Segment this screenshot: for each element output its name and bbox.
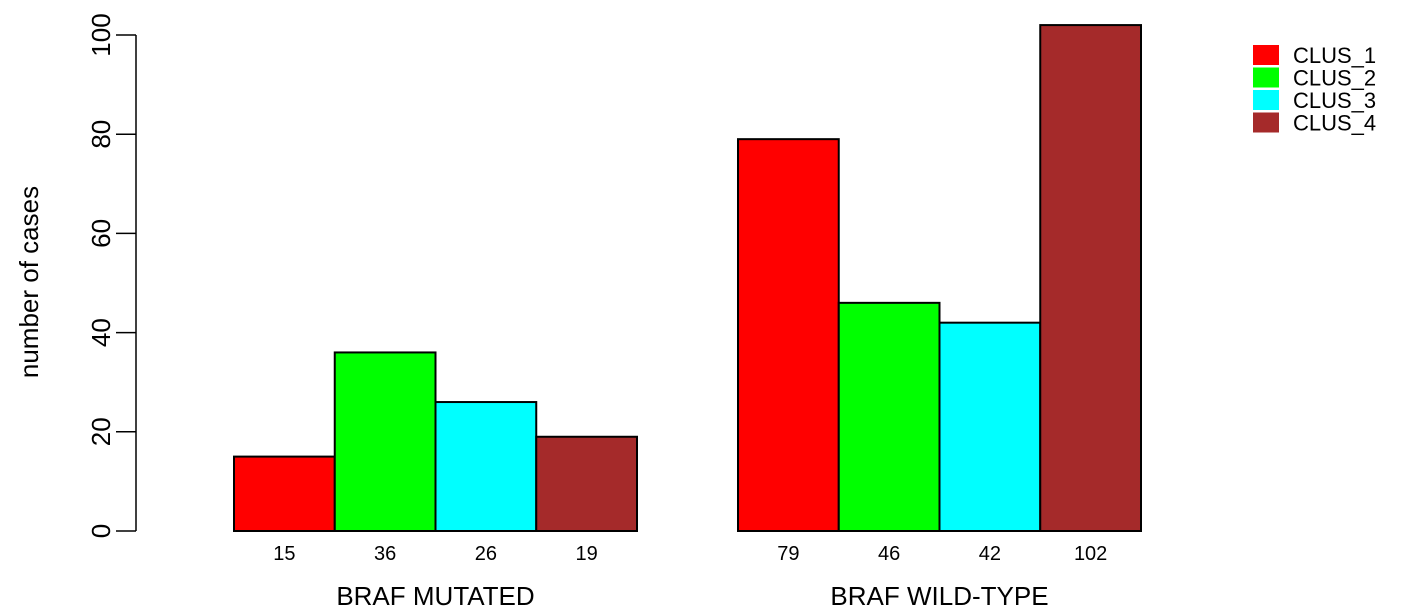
legend-label: CLUS_4 — [1293, 111, 1376, 136]
legend-swatch-CLUS_1 — [1253, 45, 1279, 65]
bars — [233, 24, 1142, 533]
y-tick-label-100: 100 — [86, 13, 116, 56]
bar-value-label: 79 — [777, 543, 799, 565]
bar-1-CLUS_4 — [535, 435, 638, 533]
bar-value-label: 36 — [374, 543, 396, 565]
bar-value-label: 26 — [475, 543, 497, 565]
bar-1-CLUS_3 — [434, 401, 538, 533]
bar-1-CLUS_2 — [333, 351, 437, 532]
y-tick-label-20: 20 — [86, 417, 116, 446]
bar-1-CLUS_1 — [233, 455, 336, 533]
legend-swatch-CLUS_4 — [1253, 112, 1279, 133]
y-tick-label-60: 60 — [86, 219, 116, 248]
bar-value-label: 15 — [273, 543, 295, 565]
legend-label: CLUS_2 — [1293, 66, 1376, 91]
bar-value-label: 42 — [979, 543, 1001, 565]
y-tick-label-40: 40 — [86, 318, 116, 347]
y-tick-label-0: 0 — [86, 524, 116, 538]
legend-label: CLUS_1 — [1293, 43, 1376, 68]
bar-2-CLUS_2 — [837, 301, 941, 532]
legend-swatch-CLUS_3 — [1253, 90, 1279, 110]
legend-swatch-CLUS_2 — [1253, 67, 1279, 88]
y-tick-label-80: 80 — [86, 120, 116, 149]
y-axis: 0 20 40 60 80 100 — [86, 13, 137, 538]
bar-value-labels: 15 36 26 19 79 46 42 102 — [273, 543, 1107, 565]
bar-2-CLUS_1 — [737, 138, 840, 532]
bar-value-label: 46 — [878, 543, 900, 565]
legend-label: CLUS_3 — [1293, 88, 1376, 113]
bar-2-CLUS_4 — [1039, 24, 1142, 533]
group-label: BRAF WILD-TYPE — [830, 581, 1048, 611]
group-label: BRAF MUTATED — [336, 581, 534, 611]
y-axis-label: number of cases — [14, 186, 44, 378]
group-labels: BRAF MUTATED BRAF WILD-TYPE — [336, 581, 1048, 611]
bar-value-label: 102 — [1074, 543, 1107, 565]
bar-2-CLUS_3 — [938, 321, 1042, 532]
bar-value-label: 19 — [576, 543, 598, 565]
